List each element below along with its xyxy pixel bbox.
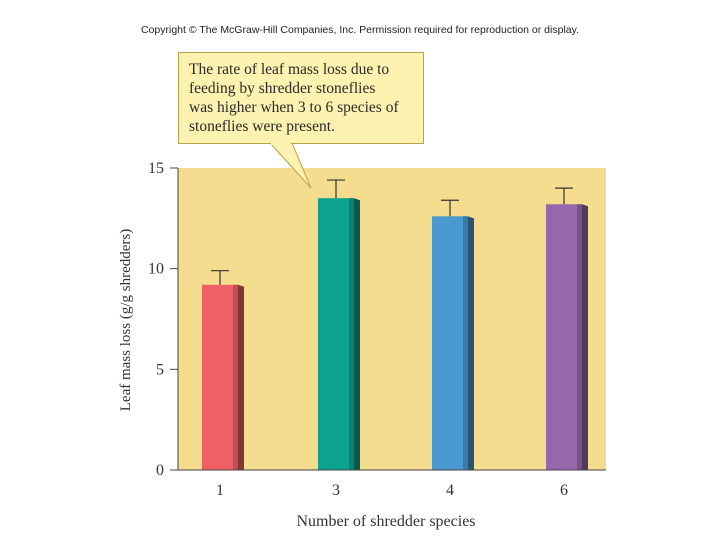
ticks-layer: 1 3 4 6 0 5 10 15 [148, 160, 568, 499]
bar-4 [432, 216, 468, 470]
bar-side-4 [468, 216, 474, 470]
callout-line-1: The rate of leaf mass loss due to [189, 61, 390, 78]
bar-1 [202, 284, 238, 470]
callout-line-2: feeding by shredder stoneflies [189, 80, 376, 97]
bar-side-1 [238, 284, 244, 470]
bar-edge-1 [233, 284, 238, 470]
callout-line-4: stoneflies were present. [189, 118, 335, 135]
x-tick-label-3: 3 [332, 482, 340, 499]
y-tick-label-5: 5 [156, 361, 164, 378]
bar-edge-4 [463, 216, 468, 470]
bar-3 [318, 198, 354, 470]
bar-edge-6 [577, 204, 582, 471]
x-tick-label-1: 1 [216, 482, 224, 499]
plot-background [178, 168, 606, 470]
bar-edge-3 [349, 198, 354, 470]
callout-pointer-mask [271, 142, 291, 145]
callout-box: The rate of leaf mass loss due to feedin… [178, 52, 424, 144]
bar-side-3 [354, 198, 360, 470]
bars-layer [202, 179, 588, 471]
x-tick-label-6: 6 [560, 482, 568, 499]
y-tick-label-10: 10 [148, 261, 164, 278]
bar-6 [546, 204, 582, 471]
x-axis-label: Number of shredder species [296, 513, 475, 530]
x-tick-label-4: 4 [446, 482, 454, 499]
y-tick-label-15: 15 [148, 160, 164, 177]
callout-line-3: was higher when 3 to 6 species of [189, 99, 399, 116]
y-tick-label-0: 0 [156, 462, 164, 479]
y-axis-label: Leaf mass loss (g/g shredders) [118, 229, 134, 411]
bar-side-6 [582, 204, 588, 471]
copyright-notice: Copyright © The McGraw-Hill Companies, I… [140, 24, 580, 36]
